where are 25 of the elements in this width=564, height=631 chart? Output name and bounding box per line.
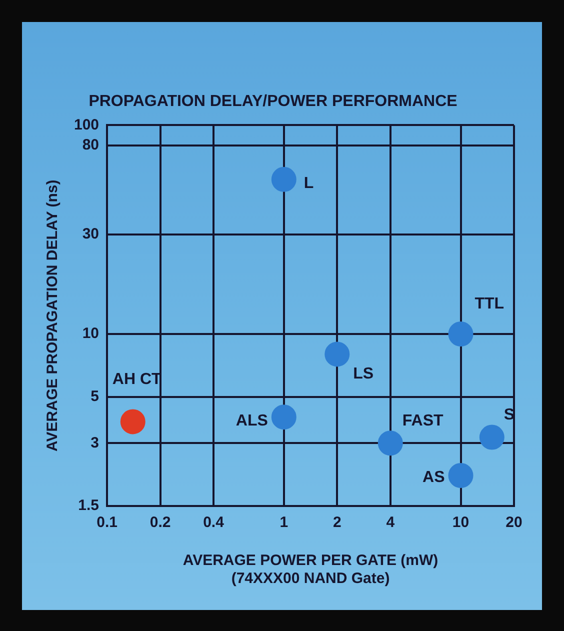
series-label: AS: [422, 468, 446, 486]
x-tick-label: 20: [506, 514, 522, 532]
series-label: LS: [353, 366, 374, 383]
chart-title: PROPAGATION DELAY/POWER PERFORMANCE: [88, 93, 458, 110]
y-tick-label: 1.5: [78, 497, 100, 514]
y-tick-label: 5: [90, 388, 100, 405]
y-tick-label: 100: [74, 116, 100, 134]
x-tick-label: 0.2: [150, 514, 171, 532]
series-label: FAST: [402, 412, 444, 430]
y-tick-label: 80: [82, 136, 100, 154]
y-tick-label: 30: [82, 226, 100, 243]
series-label: L: [304, 174, 314, 192]
series-label: ALS: [236, 412, 268, 430]
series-label: TTL: [474, 295, 504, 312]
y-axis-title: AVERAGE PROPAGATION DELAY (ns): [44, 180, 62, 452]
x-axis-title: AVERAGE POWER PER GATE (mW) (74XXX00 NAND Gate): [182, 552, 438, 588]
x-tick-label: 2: [332, 514, 342, 532]
y-tick-label: 10: [82, 325, 100, 342]
x-tick-label: 4: [386, 514, 396, 532]
x-tick-label: 0.4: [203, 514, 225, 532]
x-tick-label: 10: [452, 514, 470, 532]
x-tick-label: 1: [280, 514, 288, 532]
y-tick-label: 3: [90, 434, 100, 452]
series-label: AH CT: [112, 371, 162, 388]
x-tick-label: 0.1: [96, 514, 118, 532]
